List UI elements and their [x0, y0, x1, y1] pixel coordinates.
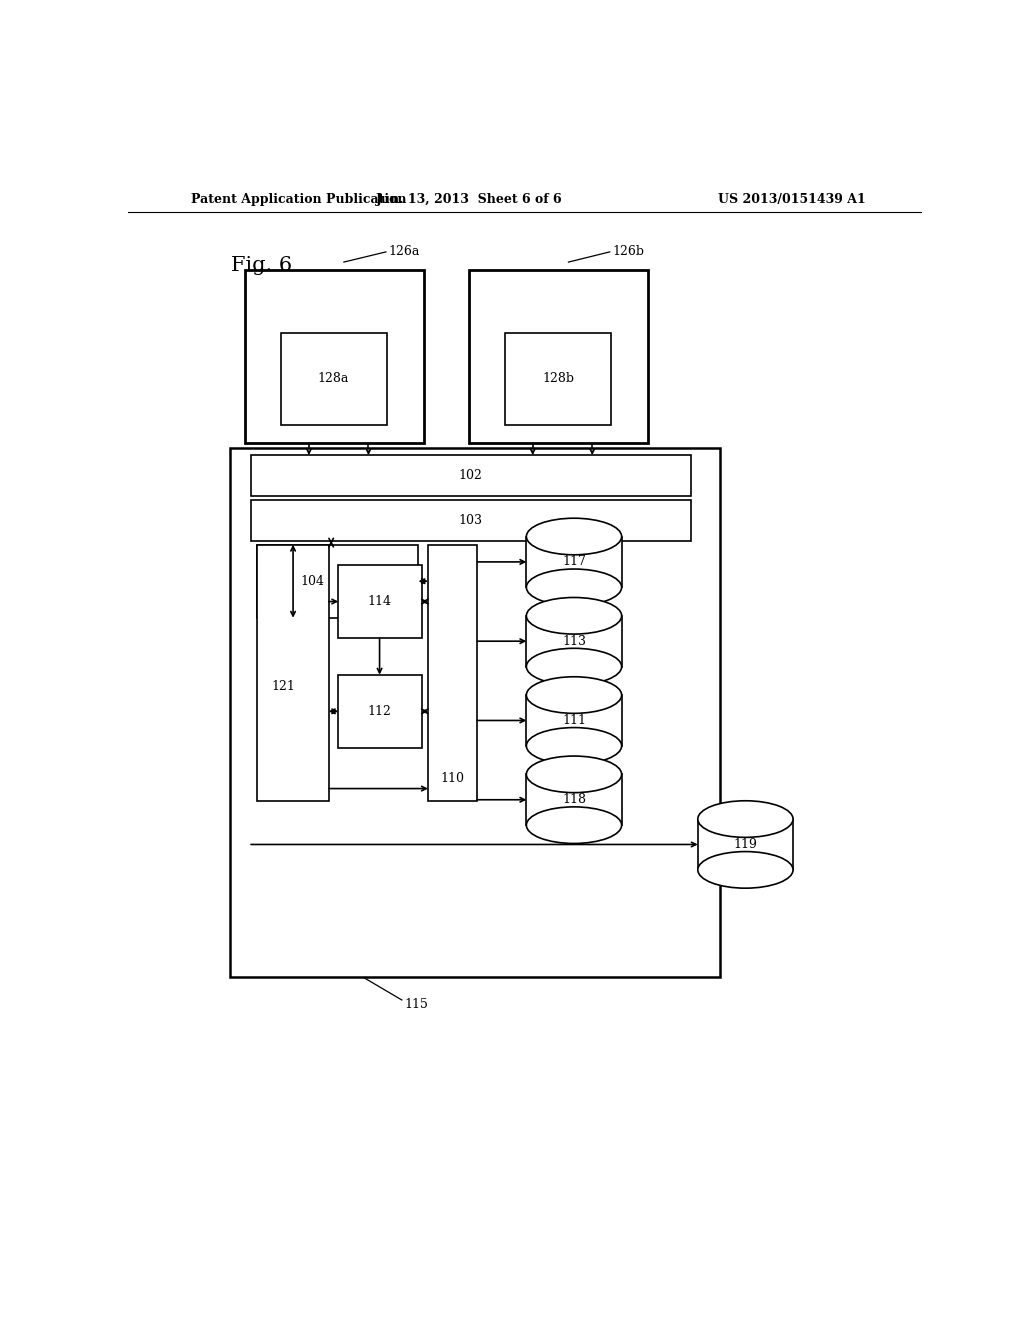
- Text: 112: 112: [368, 705, 391, 718]
- Bar: [526, 536, 622, 587]
- Bar: [526, 696, 622, 746]
- Text: 113: 113: [562, 635, 586, 648]
- Text: 126a: 126a: [388, 246, 420, 259]
- Text: 114: 114: [368, 595, 391, 609]
- Text: 111: 111: [562, 714, 586, 727]
- Text: 102: 102: [459, 469, 482, 482]
- Bar: [526, 775, 622, 825]
- Bar: [251, 500, 691, 541]
- Text: Fig. 6: Fig. 6: [231, 256, 292, 275]
- Bar: [697, 818, 793, 870]
- Text: 128b: 128b: [542, 372, 574, 385]
- Bar: [251, 455, 691, 496]
- Text: Patent Application Publication: Patent Application Publication: [191, 193, 407, 206]
- Bar: [526, 615, 622, 667]
- Text: Jun. 13, 2013  Sheet 6 of 6: Jun. 13, 2013 Sheet 6 of 6: [376, 193, 562, 206]
- Text: 119: 119: [733, 838, 758, 851]
- Ellipse shape: [526, 807, 622, 843]
- Text: 104: 104: [300, 574, 325, 587]
- Text: 128a: 128a: [317, 372, 349, 385]
- Bar: [428, 545, 477, 801]
- Text: 103: 103: [459, 513, 483, 527]
- Text: 118: 118: [562, 793, 586, 807]
- Ellipse shape: [697, 801, 793, 837]
- Ellipse shape: [526, 519, 622, 554]
- Ellipse shape: [526, 727, 622, 764]
- Ellipse shape: [526, 598, 622, 634]
- Bar: [469, 271, 648, 444]
- Bar: [338, 565, 422, 638]
- Text: 110: 110: [440, 772, 465, 785]
- Bar: [257, 545, 329, 801]
- Ellipse shape: [526, 677, 622, 713]
- Text: 121: 121: [271, 680, 296, 693]
- Ellipse shape: [526, 756, 622, 792]
- Text: 117: 117: [562, 556, 586, 569]
- Bar: [338, 675, 422, 748]
- Bar: [246, 271, 424, 444]
- Ellipse shape: [526, 648, 622, 685]
- Bar: [505, 333, 610, 425]
- Bar: [257, 545, 419, 618]
- Bar: [229, 447, 720, 977]
- Text: 115: 115: [404, 998, 428, 1011]
- Ellipse shape: [697, 851, 793, 888]
- Ellipse shape: [526, 569, 622, 606]
- Bar: [282, 333, 387, 425]
- Text: US 2013/0151439 A1: US 2013/0151439 A1: [718, 193, 866, 206]
- Text: 126b: 126b: [612, 246, 644, 259]
